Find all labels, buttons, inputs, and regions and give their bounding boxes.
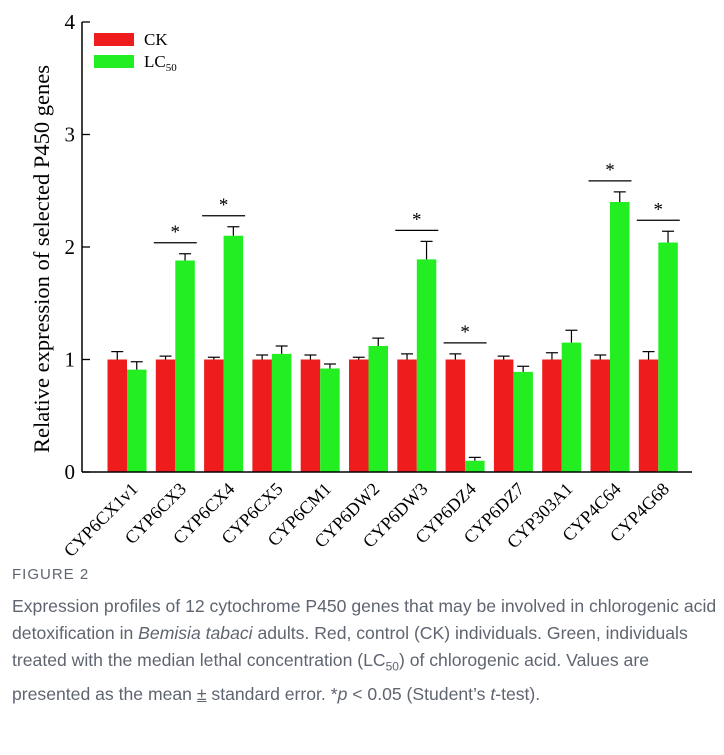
bar-1-9: [561, 342, 582, 472]
axes: [81, 21, 692, 473]
bar-0-1: [155, 359, 176, 472]
figure-label: FIGURE 2: [12, 566, 90, 583]
significance-star-10: *: [605, 160, 615, 181]
figure-caption: FIGURE 2 Expression profiles of 12 cytoc…: [12, 566, 717, 708]
y-axis-label: Relative expression of selected P450 gen…: [29, 65, 54, 453]
bar-0-3: [252, 359, 272, 472]
bar-0-6: [397, 359, 417, 472]
bar-0-10: [590, 359, 610, 472]
bar-1-0: [127, 369, 147, 472]
caption-paragraph: Expression profiles of 12 cytochrome P45…: [12, 596, 717, 704]
bar-0-2: [204, 359, 224, 472]
legend-label-0: CK: [144, 30, 168, 49]
bars: * * * * * *: [107, 160, 680, 472]
significance-star-7: *: [460, 322, 470, 343]
bar-0-9: [542, 359, 562, 472]
legend-swatch-0: [94, 33, 134, 46]
bar-1-10: [610, 202, 630, 472]
bar-0-7: [445, 359, 466, 472]
y-tick-label-3: 3: [65, 123, 76, 147]
bar-1-5: [368, 346, 388, 472]
significance-star-2: *: [219, 195, 229, 216]
bar-0-11: [638, 359, 659, 472]
legend-swatch-1: [94, 55, 134, 68]
labels: 0 1 2 3 4 Relative expression of selected P45…: [29, 10, 673, 561]
y-tick-label-2: 2: [65, 235, 76, 259]
bar-0-5: [349, 359, 369, 472]
bar-1-8: [513, 371, 533, 472]
bar-0-4: [300, 359, 321, 472]
legend: CK LC50: [94, 30, 177, 74]
bar-0-8: [493, 359, 514, 472]
bar-chart: * * * * * * 0 1 2 3 4 Relative expression of selec…: [29, 10, 692, 561]
significance-star-11: *: [654, 199, 664, 220]
bar-1-3: [271, 353, 292, 472]
bar-1-7: [465, 460, 485, 472]
y-tick-label-1: 1: [65, 348, 76, 372]
caption-text: Expression profiles of 12 cytochrome P45…: [12, 593, 717, 708]
bar-1-11: [658, 242, 678, 472]
x-tick-label-0: CYP6CX1v1: [60, 479, 142, 561]
significance-star-6: *: [412, 209, 422, 230]
y-tick-label-0: 0: [65, 460, 76, 484]
bar-1-1: [175, 260, 195, 472]
significance-star-1: *: [171, 222, 181, 243]
legend-label-1: LC50: [144, 52, 177, 74]
bar-1-4: [320, 368, 340, 472]
bar-1-6: [416, 259, 437, 472]
bar-0-0: [107, 359, 127, 472]
bar-1-2: [223, 235, 244, 472]
y-tick-label-4: 4: [65, 10, 76, 34]
